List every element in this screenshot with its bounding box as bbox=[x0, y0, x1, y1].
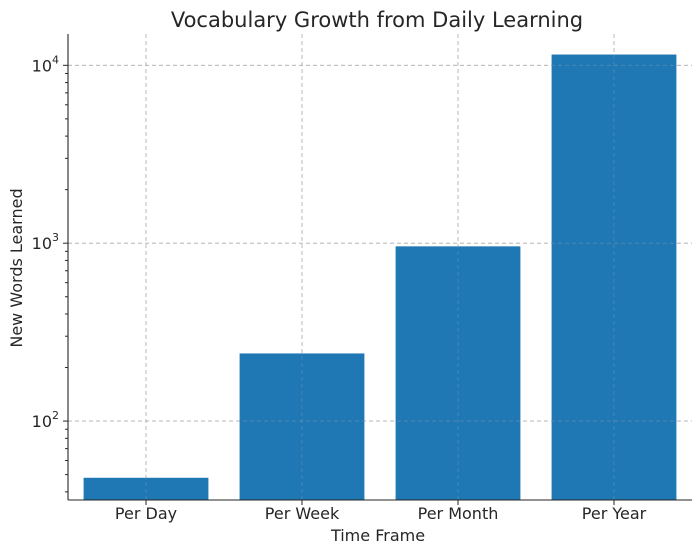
bar-per-year bbox=[551, 54, 677, 501]
chart-title: Vocabulary Growth from Daily Learning bbox=[171, 8, 583, 32]
bars-layer bbox=[68, 34, 692, 501]
x-tick-label-1: Per Week bbox=[265, 504, 340, 523]
y-tick-label-2: 104 bbox=[32, 53, 59, 75]
y-tick-label-0: 102 bbox=[32, 409, 59, 431]
bar-per-week bbox=[239, 353, 365, 500]
bar-per-month bbox=[395, 246, 521, 500]
x-tick-label-0: Per Day bbox=[115, 504, 177, 523]
y-axis-label: New Words Learned bbox=[7, 188, 26, 347]
axes-layer: 102 103 104 Per Day Per Week Per Month Per Yea… bbox=[32, 34, 692, 523]
bar-per-day bbox=[83, 477, 209, 500]
x-axis-label: Time Frame bbox=[330, 526, 425, 545]
x-tick-label-2: Per Month bbox=[418, 504, 499, 523]
x-tick-label-3: Per Year bbox=[582, 504, 647, 523]
y-tick-label-1: 103 bbox=[32, 231, 59, 253]
